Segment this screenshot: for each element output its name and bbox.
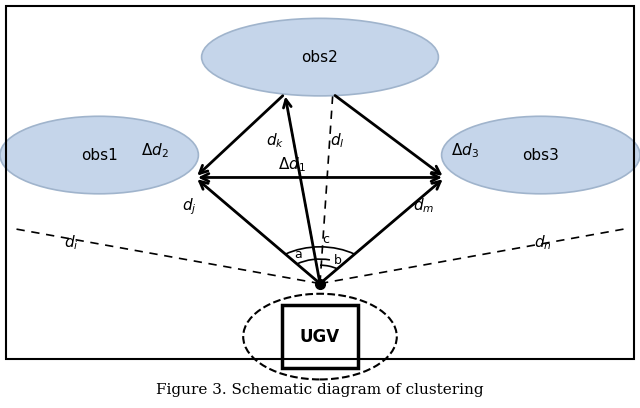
Bar: [6, 6, 634, 359]
Ellipse shape: [0, 116, 198, 194]
Ellipse shape: [202, 18, 438, 96]
Text: UGV: UGV: [300, 328, 340, 346]
Text: c: c: [322, 233, 329, 246]
Text: Figure 3. Schematic diagram of clustering: Figure 3. Schematic diagram of clusterin…: [156, 383, 484, 397]
Text: a: a: [294, 248, 302, 261]
Text: $d_j$: $d_j$: [182, 196, 197, 217]
Text: obs3: obs3: [522, 148, 559, 162]
Text: $d_n$: $d_n$: [534, 233, 552, 252]
Text: $d_i$: $d_i$: [64, 233, 79, 252]
Text: $d_l$: $d_l$: [330, 131, 344, 150]
Text: b: b: [334, 254, 342, 267]
Text: $d_k$: $d_k$: [266, 131, 284, 150]
Bar: [282, 305, 358, 368]
Text: obs2: obs2: [301, 50, 339, 64]
Text: $\Delta d_1$: $\Delta d_1$: [278, 155, 306, 174]
Text: $\Delta d_3$: $\Delta d_3$: [451, 141, 479, 160]
Text: $d_m$: $d_m$: [413, 196, 434, 215]
Text: obs1: obs1: [81, 148, 118, 162]
Ellipse shape: [442, 116, 640, 194]
Text: $\Delta d_2$: $\Delta d_2$: [141, 141, 168, 160]
